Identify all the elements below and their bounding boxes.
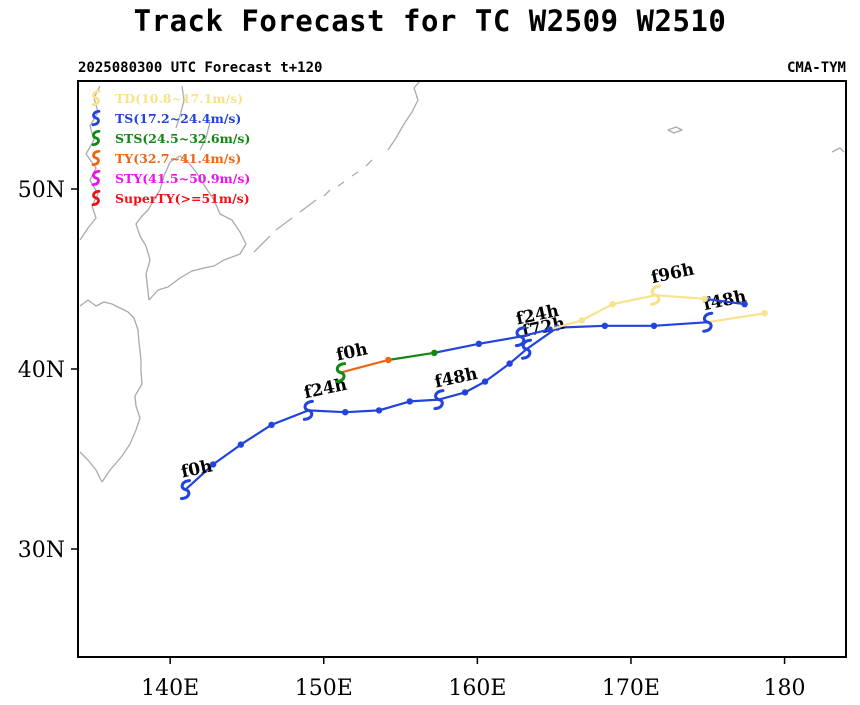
track-point bbox=[741, 301, 748, 308]
typhoon-symbol-icon bbox=[180, 479, 192, 501]
forecast-hour-label: f96h bbox=[649, 260, 696, 289]
forecast-time-label: 2025080300 UTC Forecast t+120 bbox=[78, 60, 323, 76]
track-point bbox=[406, 398, 413, 405]
track-segment bbox=[408, 398, 441, 403]
track-segment bbox=[270, 409, 310, 426]
legend-symbol-icon bbox=[91, 149, 101, 167]
track-point bbox=[237, 441, 245, 448]
track-point bbox=[431, 349, 438, 356]
coastline bbox=[79, 81, 845, 483]
x-tick-label: 180 bbox=[764, 676, 806, 701]
aleutian-island-2 bbox=[831, 147, 845, 153]
track-segment bbox=[703, 297, 746, 306]
chart-title: Track Forecast for TC W2509 W2510 bbox=[133, 4, 727, 38]
legend-label: TS(17.2~24.4m/s) bbox=[115, 111, 241, 126]
track-segment bbox=[548, 319, 583, 331]
typhoon-symbol-icon bbox=[650, 284, 662, 306]
legend-label: STS(24.5~32.6m/s) bbox=[115, 131, 250, 146]
sakhalin-coast bbox=[175, 85, 211, 151]
hokkaido-coast bbox=[135, 155, 247, 301]
legend-label: TY(32.7~41.4m/s) bbox=[115, 151, 241, 166]
axis-ticks: 140E 150E 160E 170E 180 30N 40N 50N bbox=[18, 178, 806, 701]
track-point bbox=[701, 295, 708, 302]
x-tick-label: 170E bbox=[602, 676, 660, 701]
track-segment bbox=[556, 324, 606, 329]
track-segment bbox=[519, 328, 551, 338]
y-tick-label: 40N bbox=[18, 358, 65, 383]
typhoon-symbol-icon bbox=[521, 338, 533, 360]
track-point bbox=[650, 322, 658, 329]
track-segment bbox=[580, 303, 614, 322]
track-segment bbox=[433, 342, 480, 354]
track-segment bbox=[508, 348, 528, 365]
track-segment bbox=[344, 409, 381, 414]
track-segment bbox=[477, 335, 522, 345]
track-point bbox=[609, 301, 616, 308]
y-tick-label: 50N bbox=[18, 178, 65, 203]
track-point bbox=[475, 340, 483, 347]
aleutian-island-1 bbox=[667, 126, 683, 134]
track-segment bbox=[239, 423, 273, 446]
typhoon-symbol-icon bbox=[433, 389, 445, 411]
legend-symbol-icon bbox=[91, 169, 101, 187]
model-name-label: CMA-TYM bbox=[786, 60, 846, 76]
kamchatka-coast bbox=[387, 81, 421, 151]
japan-honshu-coast bbox=[79, 299, 143, 483]
track-segment bbox=[483, 362, 511, 383]
legend-symbol-icon bbox=[91, 89, 101, 107]
track-point bbox=[481, 378, 489, 385]
track-point bbox=[342, 409, 349, 416]
track-point bbox=[578, 317, 586, 324]
track-segment bbox=[184, 463, 215, 491]
legend-label: STY(41.5~50.9m/s) bbox=[115, 171, 250, 186]
track-point bbox=[375, 407, 383, 414]
track-segment bbox=[377, 400, 411, 412]
track-segment bbox=[387, 351, 436, 362]
x-tick-label: 140E bbox=[141, 676, 199, 701]
track-point bbox=[385, 356, 392, 364]
track-segment bbox=[706, 312, 766, 324]
track-segment bbox=[437, 391, 467, 401]
typhoon-symbol-icon bbox=[335, 362, 347, 384]
track-segment bbox=[307, 409, 347, 414]
track-point bbox=[761, 310, 768, 317]
honshu-west-coast bbox=[79, 451, 103, 483]
x-tick-label: 160E bbox=[448, 676, 506, 701]
typhoon-symbol-icon bbox=[702, 311, 714, 333]
forecast-hour-label: f0h bbox=[335, 339, 370, 365]
track-segment bbox=[212, 443, 242, 466]
forecast-hour-label: f0h bbox=[179, 456, 214, 482]
typhoon-symbol-icon bbox=[302, 399, 314, 421]
track-point bbox=[546, 326, 553, 333]
legend-symbol-icon bbox=[91, 109, 101, 127]
kuril-islands bbox=[253, 159, 373, 253]
legend-label: SuperTY(>=51m/s) bbox=[115, 191, 250, 206]
track-segment bbox=[654, 294, 706, 300]
track-segment bbox=[339, 358, 390, 374]
x-tick-label: 150E bbox=[295, 676, 353, 701]
typhoon-symbol-icon bbox=[514, 326, 526, 348]
track-point bbox=[461, 389, 469, 396]
y-tick-label: 30N bbox=[18, 538, 65, 563]
legend-symbol-icon bbox=[91, 189, 101, 207]
legend-symbol-icon bbox=[91, 129, 101, 147]
track-segment bbox=[463, 380, 487, 394]
track-point bbox=[601, 322, 609, 329]
track-segment bbox=[652, 321, 709, 327]
track-point bbox=[209, 461, 217, 468]
legend-label: TD(10.8~17.1m/s) bbox=[115, 91, 243, 106]
track-point bbox=[268, 421, 275, 428]
intensity-legend: TD(10.8~17.1m/s) TS(17.2~24.4m/s) STS(24.5… bbox=[91, 89, 250, 207]
track-segment bbox=[611, 294, 657, 306]
track-point bbox=[506, 360, 513, 367]
